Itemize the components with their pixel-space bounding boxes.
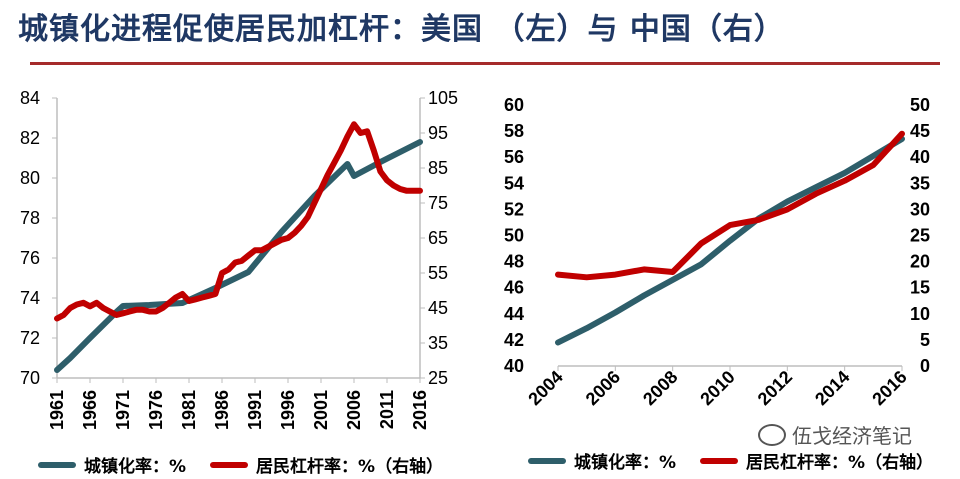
legend-swatch-leverage bbox=[700, 457, 739, 464]
chart-china: 40 42 44 46 48 50 52 54 56 58 60 0 5 10 15 20 25 30 35 40 45… bbox=[504, 95, 930, 409]
x-tick: 1966 bbox=[80, 390, 100, 430]
y-tick-left: 72 bbox=[20, 328, 40, 348]
y-tick-right: 45 bbox=[428, 298, 448, 318]
x-tick: 1986 bbox=[212, 390, 232, 430]
y-tick-right: 0 bbox=[920, 356, 930, 376]
y-tick-right: 45 bbox=[910, 121, 930, 141]
legend-label-leverage: 居民杠杆率：%（右轴） bbox=[746, 453, 934, 473]
y-tick-right: 85 bbox=[428, 158, 448, 178]
y-tick-left: 76 bbox=[20, 248, 40, 268]
watermark-text: 伍戈经济笔记 bbox=[792, 424, 912, 448]
title-divider bbox=[30, 62, 940, 65]
x-tick: 2010 bbox=[696, 367, 738, 409]
y-tick-right: 95 bbox=[428, 123, 448, 143]
x-tick: 2006 bbox=[582, 367, 624, 409]
legend-label-leverage: 居民杠杆率：%（右轴） bbox=[256, 457, 444, 477]
y-tick-left: 52 bbox=[504, 199, 524, 219]
y-tick-right: 25 bbox=[428, 368, 448, 388]
x-tick: 1991 bbox=[245, 390, 265, 430]
y-tick-left: 42 bbox=[504, 330, 524, 350]
y-tick-left: 58 bbox=[504, 121, 524, 141]
x-tick: 1971 bbox=[113, 390, 133, 430]
x-tick: 1996 bbox=[278, 390, 298, 430]
x-tick: 2008 bbox=[639, 367, 681, 409]
y-tick-right: 35 bbox=[910, 173, 930, 193]
x-tick: 2016 bbox=[410, 390, 430, 430]
x-tick: 1961 bbox=[47, 390, 67, 430]
y-tick-left: 74 bbox=[20, 288, 40, 308]
y-tick-left: 70 bbox=[20, 368, 40, 388]
legend-right-chart: 城镇化率：% 居民杠杆率：%（右轴） bbox=[528, 448, 933, 473]
y-tick-right: 30 bbox=[910, 199, 930, 219]
y-tick-left: 80 bbox=[20, 168, 40, 188]
legend-label-urbanization: 城镇化率：% bbox=[84, 457, 187, 477]
y-tick-left: 44 bbox=[504, 304, 524, 324]
x-tick: 2006 bbox=[344, 390, 364, 430]
y-tick-left: 60 bbox=[504, 95, 524, 115]
series-line-urbanization bbox=[555, 135, 905, 346]
y-tick-right: 65 bbox=[428, 228, 448, 248]
y-tick-right: 25 bbox=[910, 226, 930, 246]
x-tick: 1976 bbox=[146, 390, 166, 430]
y-tick-right: 105 bbox=[428, 88, 458, 108]
y-tick-left: 82 bbox=[20, 128, 40, 148]
x-tick: 2011 bbox=[377, 390, 397, 429]
y-tick-left: 54 bbox=[504, 173, 524, 193]
y-tick-left: 50 bbox=[504, 226, 524, 246]
series-line-urbanization bbox=[54, 139, 423, 373]
y-tick-right: 5 bbox=[920, 330, 930, 350]
legend-swatch-leverage bbox=[210, 461, 249, 468]
y-tick-left: 48 bbox=[504, 252, 524, 272]
y-tick-right: 50 bbox=[910, 95, 930, 115]
legend-label-urbanization: 城镇化率：% bbox=[574, 453, 677, 473]
y-tick-left: 46 bbox=[504, 278, 524, 298]
y-tick-right: 15 bbox=[910, 278, 930, 298]
y-tick-left: 84 bbox=[20, 88, 40, 108]
y-tick-right: 40 bbox=[910, 147, 930, 167]
series-line-leverage bbox=[54, 121, 423, 322]
watermark: 伍戈经济笔记 bbox=[758, 420, 912, 449]
y-tick-right: 35 bbox=[428, 333, 448, 353]
chart-usa: 70 72 74 76 78 80 82 84 25 35 45 55 65 75 85 95 105 1961 1… bbox=[20, 88, 458, 430]
x-tick: 2014 bbox=[811, 367, 853, 409]
y-tick-left: 40 bbox=[504, 356, 524, 376]
x-tick: 2001 bbox=[311, 390, 331, 430]
legend-left-chart: 城镇化率：% 居民杠杆率：%（右轴） bbox=[38, 452, 443, 477]
y-tick-left: 78 bbox=[20, 208, 40, 228]
wechat-icon bbox=[758, 423, 786, 446]
legend-swatch-urbanization bbox=[38, 461, 76, 468]
x-tick: 2004 bbox=[524, 367, 566, 409]
page-title: 城镇化进程促使居民加杠杆：美国 （左）与 中国（右） bbox=[18, 12, 785, 47]
series-line-leverage bbox=[555, 130, 905, 281]
y-tick-left: 56 bbox=[504, 147, 524, 167]
x-tick: 1981 bbox=[179, 390, 199, 430]
y-tick-right: 10 bbox=[910, 304, 930, 324]
y-tick-right: 20 bbox=[910, 252, 930, 272]
y-tick-right: 55 bbox=[428, 263, 448, 283]
x-tick: 2012 bbox=[754, 367, 796, 409]
y-tick-right: 75 bbox=[428, 193, 448, 213]
x-tick: 2016 bbox=[868, 367, 910, 409]
legend-swatch-urbanization bbox=[528, 457, 566, 464]
